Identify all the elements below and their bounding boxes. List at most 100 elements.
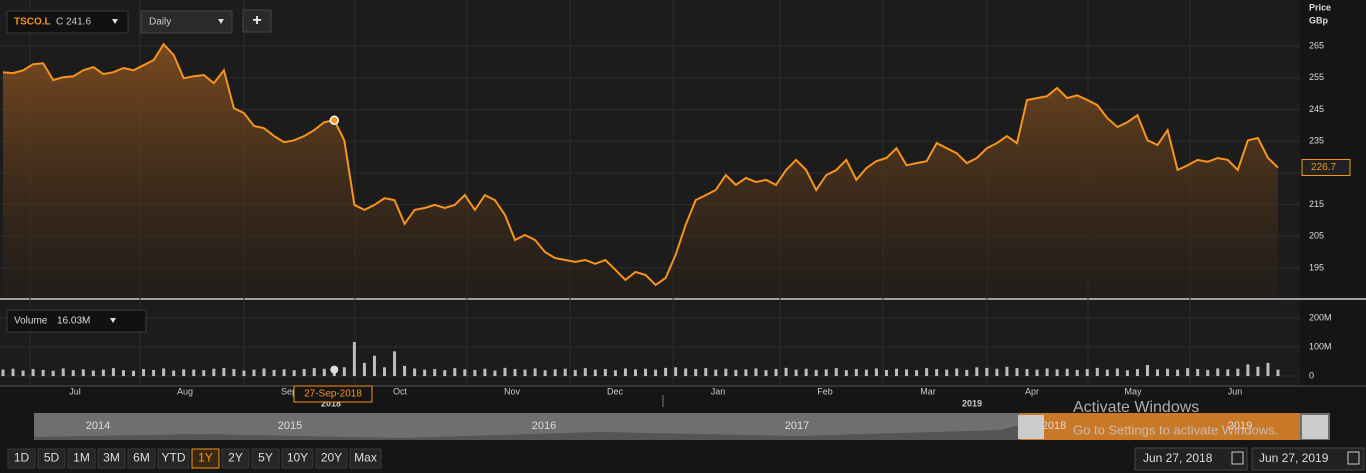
- y-tick-label: 235: [1309, 136, 1324, 146]
- volume-bar: [925, 368, 929, 377]
- range-button-label: 1Y: [198, 451, 213, 465]
- volume-bar: [433, 369, 437, 377]
- date-to-box[interactable]: [1251, 447, 1365, 471]
- range-button[interactable]: [251, 448, 280, 469]
- volume-bar: [1055, 369, 1059, 377]
- range-button-label: 5Y: [258, 451, 273, 465]
- range-button[interactable]: [37, 448, 66, 469]
- x-tick-label: May: [1124, 386, 1142, 396]
- y-tick-label: 0: [1309, 370, 1314, 380]
- interval: Daily: [149, 17, 171, 28]
- volume-bar: [744, 369, 748, 377]
- volume-bar: [864, 369, 868, 377]
- volume-bar: [724, 368, 728, 377]
- plot: [1, 42, 1280, 377]
- y-tick-label: 195: [1309, 262, 1324, 272]
- volume-bar: [483, 368, 487, 377]
- range-button-label: 10Y: [287, 451, 308, 465]
- volume-bar: [985, 367, 989, 377]
- volume-bar: [322, 368, 326, 377]
- volume-bar: [1005, 366, 1009, 377]
- volume-bar: [1115, 368, 1119, 377]
- y-tick-label: 200M: [1309, 312, 1332, 322]
- volume-bar: [784, 367, 788, 377]
- symbol-box[interactable]: [6, 10, 129, 34]
- last-value-box: [1301, 158, 1351, 176]
- volume-bar: [844, 370, 848, 377]
- navigator-year: 2019: [1228, 420, 1252, 432]
- volume-bar: [573, 369, 577, 377]
- x-tick-label: Nov: [504, 386, 521, 396]
- volume-label: Volume: [14, 316, 48, 327]
- date-tooltip: [293, 385, 373, 403]
- volume-bar: [734, 369, 738, 377]
- volume-bar: [664, 367, 668, 377]
- price-area: [3, 44, 1278, 298]
- volume-bar: [1105, 369, 1109, 377]
- volume-bar: [312, 368, 316, 377]
- range-button[interactable]: [281, 448, 314, 469]
- volume-bar: [31, 369, 35, 377]
- range-button[interactable]: [221, 448, 250, 469]
- navigator-handle[interactable]: [1302, 415, 1328, 439]
- volume-bar: [884, 369, 888, 377]
- range-button-label: 20Y: [321, 451, 342, 465]
- volume-box[interactable]: [6, 309, 147, 333]
- range-button-label: 5D: [44, 451, 60, 465]
- volume-bar: [212, 368, 216, 377]
- volume-bar: [192, 369, 196, 377]
- range-button[interactable]: [191, 448, 220, 469]
- calendar-icon[interactable]: [1231, 451, 1244, 465]
- volume-bar: [423, 369, 427, 377]
- volume-bar: [413, 368, 417, 377]
- range-button[interactable]: [349, 448, 382, 469]
- volume-bar: [362, 362, 366, 377]
- x-year-label: 2019: [962, 398, 982, 408]
- volume-bar: [382, 367, 386, 377]
- navigator-window[interactable]: [1020, 413, 1300, 440]
- range-button[interactable]: [97, 448, 126, 469]
- range-button[interactable]: [67, 448, 96, 469]
- volume-bar: [794, 369, 798, 377]
- volume-bar: [453, 368, 457, 377]
- volume-bar: [182, 369, 186, 377]
- volume-bar: [804, 368, 808, 377]
- navigator-year: 2018: [1042, 420, 1066, 432]
- add-button[interactable]: [242, 9, 272, 33]
- volume-bar: [1166, 368, 1170, 377]
- volume-bar: [262, 368, 266, 377]
- volume-bar: [1226, 369, 1230, 377]
- calendar-icon[interactable]: [1347, 451, 1360, 465]
- volume-bar: [121, 370, 125, 377]
- y-tick-label: 100M: [1309, 341, 1332, 351]
- volume-bar: [403, 365, 407, 377]
- volume-bar: [292, 370, 296, 377]
- volume-bar: [945, 369, 949, 377]
- volume-bar: [372, 355, 376, 377]
- volume-bar: [684, 368, 688, 377]
- volume-bar: [553, 369, 557, 377]
- date-from-box[interactable]: [1134, 447, 1248, 471]
- volume-value: 16.03M: [57, 316, 90, 327]
- range-button[interactable]: [7, 448, 36, 469]
- interval-box[interactable]: [140, 10, 233, 34]
- navigator-handle[interactable]: [1018, 415, 1044, 439]
- range-button[interactable]: [157, 448, 190, 469]
- dropdown-arrow: [218, 19, 224, 24]
- volume-bar: [302, 369, 306, 377]
- range-button-label: 2Y: [228, 451, 243, 465]
- range-button-label: 1D: [14, 451, 30, 465]
- volume-bar: [543, 370, 547, 377]
- range-button[interactable]: [315, 448, 348, 469]
- range-button[interactable]: [127, 448, 156, 469]
- volume-bar: [674, 367, 678, 377]
- navigator-year: 2017: [785, 420, 809, 432]
- volume-bar: [1236, 368, 1240, 377]
- volume-bar: [342, 367, 346, 377]
- navigator-labels: 2014 2015 2016 2017 2018 2019: [86, 420, 1252, 432]
- volume-bar: [754, 368, 758, 377]
- volume-bar: [613, 370, 617, 377]
- volume-bar: [1125, 370, 1129, 377]
- volume-bar: [1196, 369, 1200, 377]
